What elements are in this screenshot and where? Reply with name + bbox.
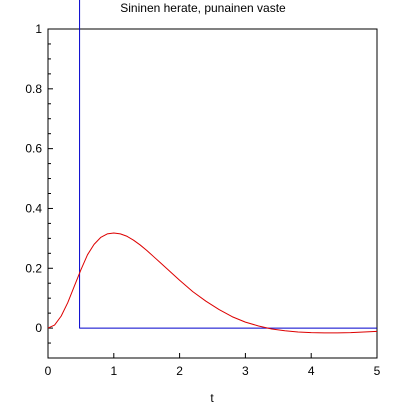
x-axis-ticks: 0 1 2 3 4 5 [45, 353, 381, 378]
x-tick-label: 4 [308, 364, 315, 378]
y-tick-label: 0 [35, 321, 42, 335]
x-tick-label: 1 [110, 364, 117, 378]
y-tick-label: 1 [35, 22, 42, 36]
y-tick-label: 0.8 [25, 82, 42, 96]
x-axis-label: t [210, 391, 214, 405]
y-tick-label: 0.2 [25, 261, 42, 275]
x-tick-label: 0 [45, 364, 52, 378]
series-layer [47, 0, 378, 334]
x-tick-label: 2 [176, 364, 183, 378]
response-curve [47, 232, 378, 334]
y-tick-label: 0.6 [25, 142, 42, 156]
y-axis-ticks: 0 0.2 0.4 0.6 0.8 1 [25, 22, 53, 335]
y-tick-label: 0.4 [25, 201, 42, 215]
x-tick-label: 3 [242, 364, 249, 378]
stimulus-line [79, 0, 377, 329]
plot-frame [47, 28, 378, 359]
chart-title: Sininen herate, punainen vaste [120, 1, 286, 15]
x-tick-label: 5 [374, 364, 381, 378]
y-minor-ticks [48, 43, 51, 359]
